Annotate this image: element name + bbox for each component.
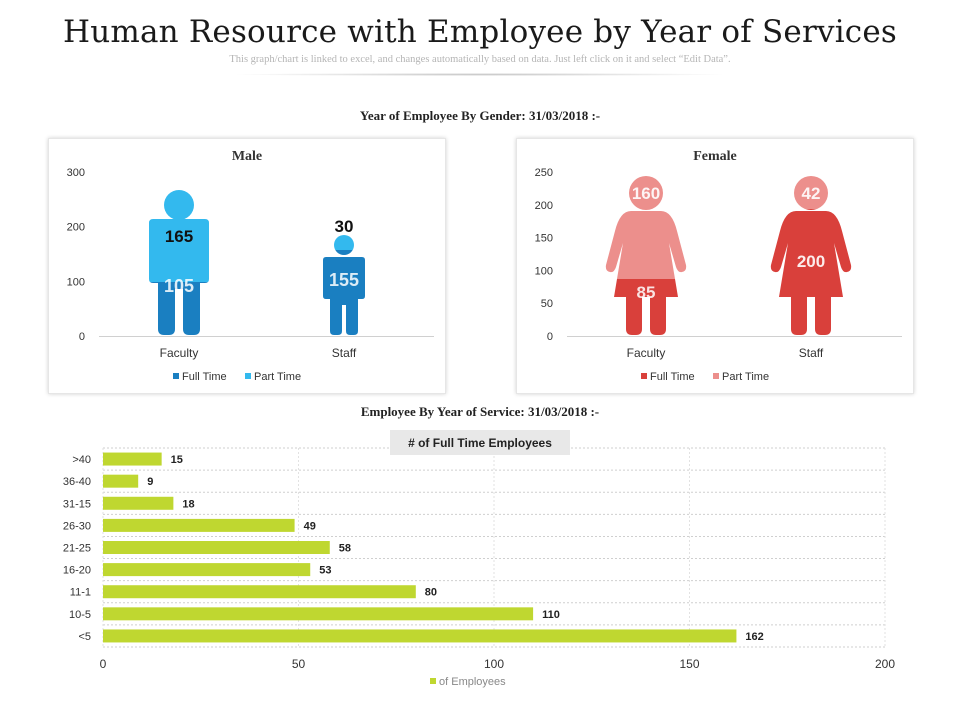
female-y-tick: 150	[535, 233, 553, 245]
female-x-label-staff: Staff	[799, 346, 824, 360]
female-legend[interactable]: Full Time Part Time	[641, 371, 769, 383]
male-staff-part-time-bar[interactable]	[334, 235, 354, 255]
female-y-tick: 200	[535, 200, 553, 212]
female-legend-part-time: Part Time	[722, 371, 769, 383]
male-y-tick: 200	[67, 222, 85, 234]
service-y-label: 31-15	[63, 498, 91, 510]
page-subtitle: This graph/chart is linked to excel, and…	[229, 54, 731, 65]
male-staff-full-time-label: 155	[329, 270, 359, 290]
male-chart[interactable]: 0 100 200 300 165 105	[49, 139, 445, 393]
female-chart-title: Female	[693, 149, 737, 164]
male-legend-part-time: Part Time	[254, 371, 301, 383]
service-y-label: 21-25	[63, 543, 91, 555]
female-y-tick: 250	[535, 167, 553, 179]
female-staff-figure[interactable]: 42 200	[770, 176, 852, 335]
male-legend-full-time-swatch	[173, 373, 179, 379]
service-bar-value: 58	[339, 543, 351, 555]
title-divider	[230, 73, 730, 76]
female-legend-full-time-swatch	[641, 373, 647, 379]
female-chart-panel[interactable]: Female 0 50 100 150 200 250 160 85	[516, 138, 914, 394]
female-faculty-figure[interactable]: 160 85	[605, 176, 687, 335]
service-x-tick: 200	[875, 657, 895, 671]
male-chart-title: Male	[231, 149, 263, 164]
male-y-tick: 100	[67, 276, 85, 288]
female-legend-full-time: Full Time	[650, 371, 695, 383]
service-bar[interactable]	[103, 563, 311, 577]
female-y-tick: 0	[547, 331, 553, 343]
service-x-tick: 100	[484, 657, 504, 671]
service-bar-value: 18	[182, 498, 194, 510]
male-staff-figure[interactable]: 30 155	[323, 217, 365, 335]
service-bar[interactable]	[103, 518, 295, 532]
female-staff-part-time-label: 42	[802, 184, 821, 203]
male-legend-part-time-swatch	[245, 373, 251, 379]
service-bar-value: 15	[171, 454, 183, 466]
male-faculty-part-time-label: 165	[165, 227, 193, 246]
service-y-label: >40	[72, 454, 91, 466]
service-bar[interactable]	[103, 629, 737, 643]
service-x-tick: 150	[679, 657, 699, 671]
service-bar[interactable]	[103, 452, 162, 466]
service-bar[interactable]	[103, 474, 139, 488]
female-faculty-full-time-label: 85	[637, 283, 656, 302]
service-bar[interactable]	[103, 585, 416, 599]
service-chart-title: # of Full Time Employees	[408, 436, 552, 450]
service-bar-value: 49	[304, 520, 316, 532]
male-x-label-staff: Staff	[332, 346, 357, 360]
service-bar-value: 9	[147, 476, 153, 488]
service-legend-swatch	[430, 678, 436, 684]
service-section-label: Employee By Year of Service: 31/03/2018 …	[360, 404, 600, 419]
male-x-label-faculty: Faculty	[160, 346, 199, 360]
service-legend-label: of Employees	[439, 676, 506, 688]
female-staff-full-time-bar[interactable]	[770, 176, 852, 335]
service-y-label: <5	[78, 631, 91, 643]
female-x-label-faculty: Faculty	[627, 346, 666, 360]
service-bar[interactable]	[103, 607, 534, 621]
male-faculty-figure[interactable]: 165 105	[149, 190, 209, 335]
male-faculty-part-time-bar[interactable]	[149, 190, 209, 335]
service-y-label: 11-1	[70, 587, 91, 599]
male-y-tick: 0	[79, 331, 85, 343]
male-staff-full-time-bar[interactable]	[323, 235, 365, 335]
male-legend[interactable]: Full Time Part Time	[173, 371, 301, 383]
service-y-label: 26-30	[63, 520, 91, 532]
service-x-tick: 0	[100, 657, 107, 671]
female-y-tick: 100	[535, 265, 553, 277]
male-chart-panel[interactable]: Male 0 100 200 300 165 105	[48, 138, 446, 394]
service-legend[interactable]: of Employees	[430, 676, 506, 688]
service-y-label: 36-40	[63, 476, 91, 488]
female-legend-part-time-swatch	[713, 373, 719, 379]
female-y-tick: 50	[541, 298, 553, 310]
male-staff-part-time-label: 30	[335, 217, 354, 236]
female-faculty-part-time-label: 160	[632, 184, 660, 203]
female-staff-part-time-bar[interactable]	[771, 176, 851, 335]
service-y-label: 10-5	[69, 609, 91, 621]
female-chart[interactable]: 0 50 100 150 200 250 160 85	[517, 139, 913, 393]
service-bar[interactable]	[103, 496, 174, 510]
service-bar[interactable]	[103, 541, 330, 554]
male-y-tick: 300	[67, 167, 85, 179]
gender-section-label: Year of Employee By Gender: 31/03/2018 :…	[359, 108, 601, 123]
male-faculty-full-time-bar[interactable]	[149, 219, 209, 335]
female-faculty-part-time-bar[interactable]	[605, 176, 687, 335]
service-bar-value: 80	[425, 587, 437, 599]
female-staff-full-time-label: 200	[797, 252, 825, 271]
service-chart[interactable]: 0 50 100 150 200 >40 15 36-40 9 31-15 18 26-30 49 21…	[0, 420, 960, 720]
service-bar-value: 110	[542, 609, 560, 621]
page-title: Human Resource with Employee by Year of …	[62, 14, 898, 50]
service-bar-value: 53	[319, 565, 331, 577]
service-y-label: 16-20	[63, 565, 91, 577]
service-x-tick: 50	[292, 657, 306, 671]
male-faculty-full-time-label: 105	[164, 276, 194, 296]
female-faculty-full-time-bar[interactable]	[606, 211, 686, 335]
service-bar-value: 162	[745, 631, 763, 643]
male-legend-full-time: Full Time	[182, 371, 227, 383]
service-chart-title-box	[390, 430, 570, 455]
